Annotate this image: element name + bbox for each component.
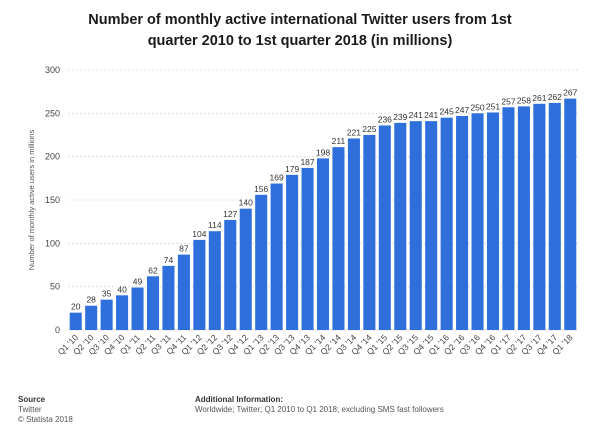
bar: [486, 112, 500, 330]
bar-value-label: 156: [254, 184, 268, 194]
bar: [131, 287, 144, 330]
bar: [517, 106, 530, 331]
bar-value-label: 20: [71, 302, 81, 312]
bar-value-label: 241: [409, 110, 423, 120]
bar-value-label: 261: [532, 93, 546, 103]
bar-value-labels: 20 28 35 40 49 62 74 87104114127140156169179187…: [71, 88, 578, 312]
bar-value-label: 247: [455, 105, 469, 115]
bar-value-label: 49: [133, 277, 143, 287]
bar: [332, 147, 345, 330]
bar: [85, 305, 98, 330]
bar-value-label: 74: [164, 255, 174, 265]
chart-title-line-1: Number of monthly active international T…: [88, 12, 512, 28]
bar: [533, 103, 546, 330]
bar: [440, 117, 453, 331]
bar-value-label: 221: [347, 127, 361, 137]
bar: [564, 98, 577, 330]
y-tick-label: 100: [45, 238, 60, 248]
bar-value-label: 241: [424, 110, 438, 120]
bar: [456, 115, 469, 330]
bar: [270, 183, 283, 330]
bar: [208, 231, 221, 330]
y-tick-label: 50: [50, 282, 60, 292]
copyright-text: © Statista 2018: [18, 415, 73, 424]
bar: [409, 121, 422, 330]
bar-value-label: 251: [486, 101, 500, 111]
bar-value-label: 198: [316, 147, 330, 157]
bar-value-label: 267: [563, 88, 577, 98]
bar: [548, 102, 561, 330]
y-tick-label: 200: [45, 152, 60, 162]
bar: [363, 135, 376, 330]
bar: [146, 276, 160, 330]
y-tick-label: 0: [55, 325, 60, 335]
bar-value-label: 35: [102, 289, 112, 299]
bar-value-label: 245: [440, 107, 454, 117]
additional-info-heading: Additional Information:: [195, 395, 283, 404]
bar: [162, 265, 175, 330]
bar: [255, 194, 268, 330]
bar: [177, 254, 190, 330]
bar-value-label: 239: [393, 112, 407, 122]
bar-value-label: 169: [270, 173, 284, 183]
bar: [347, 138, 360, 330]
bar-value-label: 236: [378, 114, 392, 124]
bar-value-label: 225: [362, 124, 376, 134]
bar: [301, 167, 314, 330]
bar-value-label: 258: [517, 95, 531, 105]
source-heading: Source: [18, 395, 46, 404]
bar-value-label: 62: [148, 265, 158, 275]
bar: [193, 239, 206, 330]
bar: [502, 107, 515, 331]
bar-value-label: 262: [548, 92, 562, 102]
bar-value-label: 104: [192, 229, 206, 239]
bar: [471, 113, 484, 330]
chart-title: Number of monthly active international T…: [0, 10, 600, 52]
bars: [69, 98, 577, 331]
bar: [394, 122, 407, 330]
bar: [286, 174, 299, 330]
y-tick-label: 300: [45, 65, 60, 75]
y-axis-label: Number of monthly active users in millio…: [27, 130, 36, 271]
y-axis-ticks: 0 50 100 150 200 250 300: [45, 65, 60, 335]
bar-value-label: 140: [239, 198, 253, 208]
bar: [316, 158, 330, 330]
bar: [224, 219, 237, 330]
y-tick-label: 150: [45, 195, 60, 205]
bar: [239, 208, 252, 330]
bar-value-label: 257: [501, 96, 515, 106]
bar-value-label: 87: [179, 244, 189, 254]
bar: [378, 125, 391, 330]
chart-title-line-2: quarter 2010 to 1st quarter 2018 (in mil…: [147, 33, 453, 49]
bar-value-label: 179: [285, 164, 299, 174]
y-tick-label: 250: [45, 108, 60, 118]
bar-value-label: 114: [208, 220, 222, 230]
source-block: Source Twitter © Statista 2018: [18, 395, 73, 425]
source-name: Twitter: [18, 405, 42, 414]
additional-info-text: Worldwide; Twitter; Q1 2010 to Q1 2018; …: [195, 405, 444, 414]
bar: [69, 312, 82, 330]
bar-value-label: 127: [223, 209, 237, 219]
additional-info-block: Additional Information: Worldwide; Twitt…: [195, 395, 444, 415]
bar-value-label: 28: [86, 295, 96, 305]
bar-chart: 0 50 100 150 200 250 300 20 28 35 40 49 62 74 8710411…: [27, 65, 578, 357]
bar-value-label: 187: [300, 157, 314, 167]
bar: [116, 295, 129, 330]
bar: [100, 299, 113, 330]
bar-value-label: 250: [470, 102, 484, 112]
bar-value-label: 40: [117, 284, 127, 294]
bar: [425, 121, 438, 330]
bar-value-label: 211: [332, 136, 346, 146]
